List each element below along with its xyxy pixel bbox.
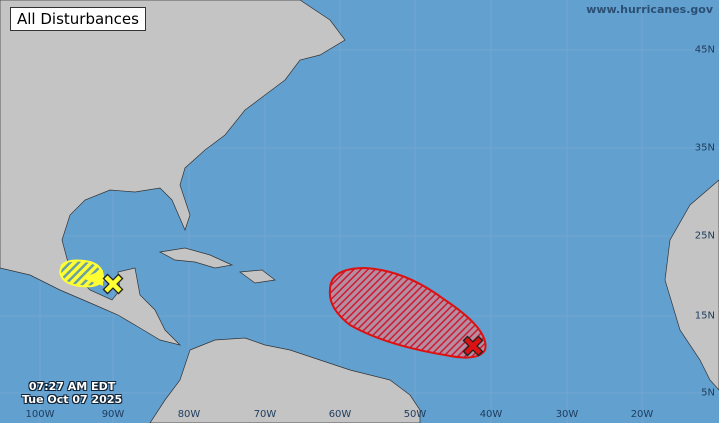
lon-label: 50W [403,409,427,420]
cuba [158,247,234,269]
lat-label: 15N [694,310,715,322]
lon-label: 60W [328,409,352,420]
lon-label: 90W [101,409,125,420]
lon-label: 70W [253,409,277,420]
lon-label: 80W [177,409,201,420]
gulf-disturbance[interactable] [58,259,124,295]
x-icon[interactable] [462,335,484,357]
africa [664,179,719,391]
lat-label: 5N [701,387,715,399]
lat-label: 35N [694,142,715,154]
source-url[interactable]: www.hurricanes.gov [586,3,713,16]
hispaniola [239,269,276,284]
timestamp-date: Tue Oct 07 2025 [22,393,123,406]
lat-label: 25N [694,230,715,242]
lon-label: 30W [555,409,579,420]
lat-label: 45N [694,44,715,56]
south-america [149,337,421,423]
x-icon[interactable] [102,273,124,295]
timestamp: 07:27 AM EDT Tue Oct 07 2025 [22,380,122,406]
lon-label: 100W [25,409,55,420]
lon-label: 20W [630,409,654,420]
atlantic-outlook-area[interactable] [328,266,487,359]
timestamp-time: 07:27 AM EDT [28,380,116,393]
central-atlantic-disturbance[interactable] [328,266,487,359]
arrow-icon [82,270,103,286]
lon-label: 40W [479,409,503,420]
north-america [0,0,346,346]
map-title[interactable]: All Disturbances [10,7,146,31]
